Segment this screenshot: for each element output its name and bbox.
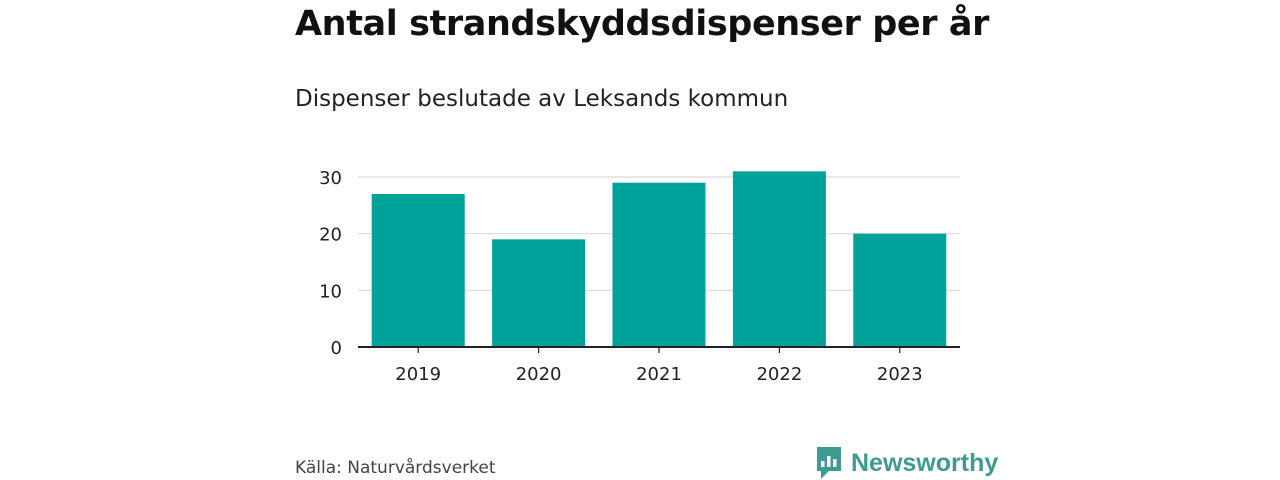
y-tick-label-20: 20 — [319, 225, 342, 246]
x-tick-label-2023: 2023 — [877, 364, 923, 385]
brand-name: Newsworthy — [851, 448, 999, 477]
bar-2019 — [371, 194, 465, 347]
x-tick-label-2019: 2019 — [395, 364, 441, 385]
y-tick-label-0: 0 — [331, 338, 342, 359]
y-tick-label-30: 30 — [319, 168, 342, 189]
brand-logo: Newsworthy — [815, 446, 998, 480]
axes: 0 10 20 30 2019 2020 2021 2022 2023 — [319, 168, 960, 385]
source-note: Källa: Naturvårdsverket — [295, 458, 496, 478]
chart-title: Antal strandskyddsdispenser per år — [295, 4, 989, 44]
y-tick-label-10: 10 — [319, 281, 342, 302]
bar-2023 — [853, 233, 947, 347]
bar-2022 — [732, 171, 826, 347]
bars — [371, 171, 947, 347]
bar-2020 — [492, 239, 586, 347]
x-tick-label-2021: 2021 — [636, 364, 682, 385]
bar-chart: 0 10 20 30 2019 2020 2021 2022 2023 — [319, 168, 960, 385]
chart-subtitle: Dispenser beslutade av Leksands kommun — [295, 86, 789, 112]
x-tick-label-2020: 2020 — [516, 364, 562, 385]
bar-2021 — [612, 182, 706, 347]
x-tick-label-2022: 2022 — [756, 364, 802, 385]
newsworthy-logo-icon — [817, 447, 841, 479]
